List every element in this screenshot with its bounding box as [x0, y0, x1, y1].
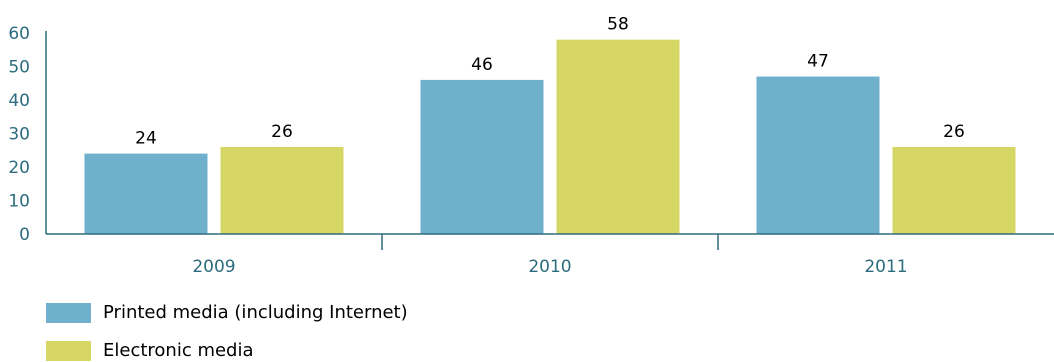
bar-2010-series-1: [420, 79, 544, 235]
data-label: 24: [135, 129, 157, 149]
bar-2011-series-1: [756, 76, 880, 234]
y-tick-label: 30: [8, 125, 30, 145]
data-label: 58: [607, 15, 629, 35]
y-tick-label: 50: [8, 58, 30, 78]
bar-chart: 0 10 20 30 40 50 60 24 26 46 58 47 26 2009 2010 2011: [8, 15, 1054, 277]
bar-2010-series-2: [556, 39, 680, 235]
legend-item-printed-media: Printed media (including Internet): [46, 302, 408, 323]
y-tick-label: 40: [8, 91, 30, 111]
y-tick-label: 60: [8, 24, 30, 44]
bar-2009-series-1: [84, 153, 208, 234]
legend-label-printed-media: Printed media (including Internet): [103, 302, 408, 323]
data-label: 26: [943, 122, 965, 142]
data-label: 47: [807, 52, 829, 72]
x-tick-label: 2010: [528, 257, 571, 277]
x-tick-label: 2011: [864, 257, 907, 277]
x-tick-label: 2009: [192, 257, 235, 277]
bar-2009-series-2: [220, 146, 344, 234]
y-tick-label: 0: [19, 225, 30, 245]
legend-label-electronic-media: Electronic media: [103, 340, 254, 361]
legend-item-electronic-media: Electronic media: [46, 340, 254, 361]
data-label: 26: [271, 122, 293, 142]
data-label: 46: [471, 55, 493, 75]
legend-swatch-printed-media: [46, 302, 91, 323]
bar-2011-series-2: [892, 146, 1016, 234]
legend-swatch-electronic-media: [46, 340, 91, 361]
y-tick-label: 10: [8, 192, 30, 212]
y-tick-label: 20: [8, 158, 30, 178]
